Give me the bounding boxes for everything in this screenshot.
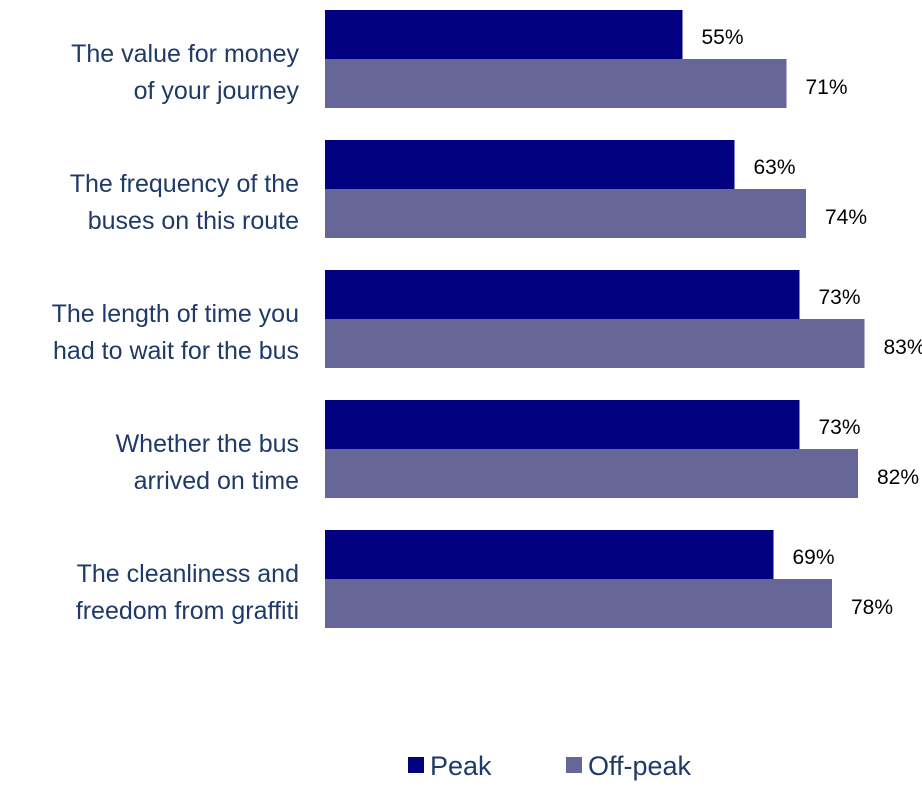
legend-label: Off-peak (588, 751, 692, 781)
bars (325, 10, 865, 628)
legend-label: Peak (430, 751, 492, 781)
category-label: The length of time you (52, 300, 299, 328)
off-peak-bar (325, 579, 832, 628)
category-label: buses on this route (88, 207, 299, 235)
value-label: 74% (825, 206, 867, 229)
off-peak-bar (325, 189, 806, 238)
legend-swatch (566, 757, 582, 773)
value-label: 55% (702, 26, 744, 49)
category-labels: The value for money of your journey The fr… (52, 40, 300, 625)
value-label: 71% (806, 76, 848, 99)
category-label: had to wait for the bus (53, 337, 299, 365)
value-label: 69% (793, 546, 835, 569)
legend-item-peak: Peak (408, 751, 492, 781)
legend: Peak Off-peak (408, 751, 692, 781)
peak-bar (325, 10, 683, 59)
value-label: 73% (819, 416, 861, 439)
peak-bar (325, 400, 800, 449)
legend-swatch (408, 757, 424, 773)
off-peak-bar (325, 59, 787, 108)
off-peak-bar (325, 319, 865, 368)
peak-bar (325, 270, 800, 319)
data-labels: 55% 71% 63% 74% 73% 83% 73% 82% 69% 78% (702, 26, 922, 619)
value-label: 73% (819, 286, 861, 309)
category-label: of your journey (134, 77, 300, 105)
peak-bar (325, 530, 774, 579)
peak-bar (325, 140, 735, 189)
category-label: arrived on time (134, 467, 299, 495)
category-label: The cleanliness and (77, 560, 299, 588)
category-label: Whether the bus (116, 430, 299, 458)
value-label: 78% (851, 596, 893, 619)
category-label: The value for money (71, 40, 299, 68)
value-label: 82% (877, 466, 919, 489)
value-label: 63% (754, 156, 796, 179)
legend-item-off-peak: Off-peak (566, 751, 692, 781)
category-label: The frequency of the (70, 170, 299, 198)
category-label: freedom from graffiti (76, 597, 299, 625)
value-label: 83% (884, 336, 922, 359)
off-peak-bar (325, 449, 858, 498)
